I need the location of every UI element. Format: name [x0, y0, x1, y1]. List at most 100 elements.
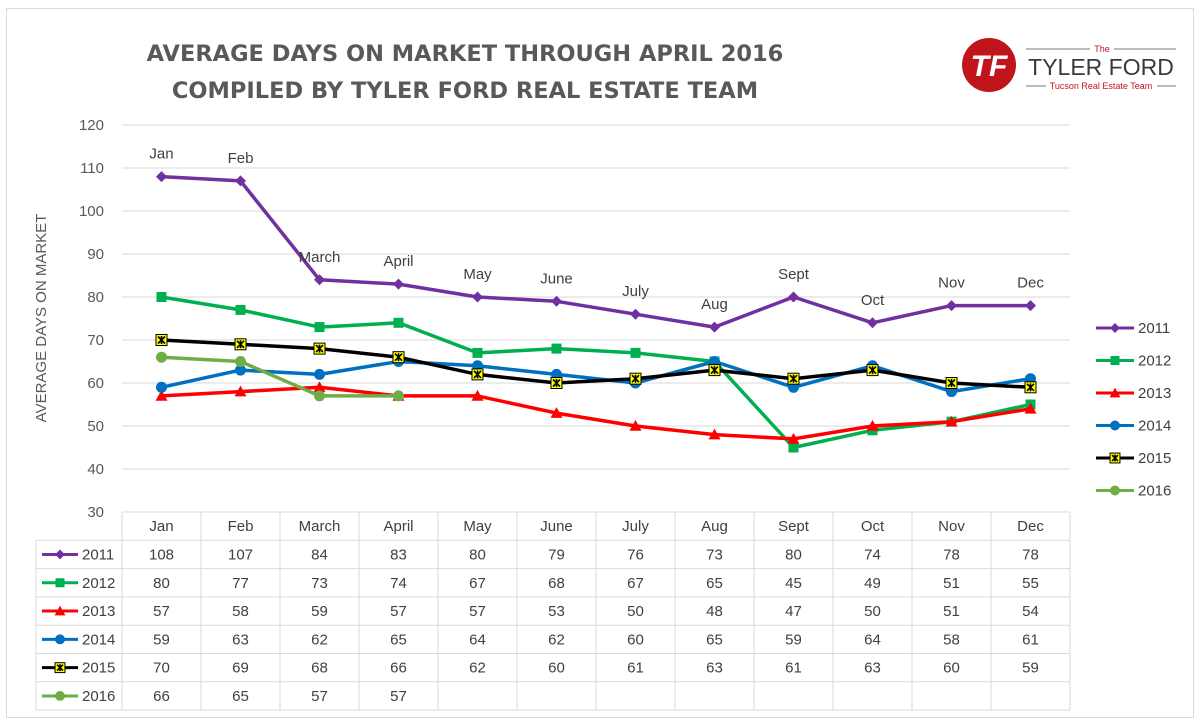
- table-row-label: 2016: [82, 688, 115, 705]
- table-cell: 84: [311, 546, 328, 563]
- table-row-key-marker: [55, 634, 65, 645]
- table-header-11: Dec: [1017, 518, 1044, 535]
- point-2012-May: [472, 347, 483, 358]
- table-cell: 80: [153, 575, 170, 592]
- point-2015-Dec: [1024, 381, 1037, 394]
- table-cell: 74: [390, 575, 407, 592]
- point-2012-June: [551, 343, 562, 354]
- legend-marker: [1109, 452, 1121, 464]
- table-cell: 51: [943, 603, 960, 620]
- table-row-key-marker: [55, 578, 65, 588]
- table-header-6: July: [622, 518, 649, 535]
- point-label-0: Jan: [149, 146, 173, 163]
- series-2015: [155, 334, 1037, 394]
- point-label-5: June: [540, 270, 573, 287]
- point-2011-March: [314, 274, 325, 286]
- point-label-6: July: [622, 283, 649, 300]
- table-row-label: 2012: [82, 575, 115, 592]
- table-cell: 58: [232, 603, 249, 620]
- y-tick-110: 110: [80, 160, 104, 177]
- table-cell: 66: [153, 688, 170, 705]
- series-line-2015: [161, 338, 1031, 390]
- table-cell: 57: [469, 603, 486, 620]
- table-cell: 108: [149, 546, 174, 563]
- table-cell: 57: [311, 688, 328, 705]
- table-cell: 61: [627, 660, 644, 677]
- table-row-label: 2014: [82, 631, 115, 648]
- table-cell: 59: [153, 631, 170, 648]
- table-cell: 69: [232, 660, 249, 677]
- point-labels: Jan Feb March April May June July Aug Sept Oct Nov…: [149, 146, 1044, 314]
- point-label-1: Feb: [228, 150, 254, 167]
- legend-marker: [1109, 387, 1121, 398]
- legend-marker: [1110, 323, 1120, 333]
- table-cell: 70: [153, 660, 170, 677]
- point-2012-March: [314, 322, 325, 333]
- point-2013-May: [471, 389, 484, 401]
- logo-monogram-circle: [962, 38, 1016, 92]
- table-row-2012: 2012 80 77 73 74 67 68 67 65 45 49 51 55: [42, 575, 1039, 592]
- point-2014-March: [314, 368, 325, 380]
- point-2013-March: [313, 381, 326, 393]
- point-label-9: Oct: [861, 292, 885, 309]
- point-label-7: Aug: [701, 296, 728, 313]
- point-2011-May: [472, 291, 483, 303]
- table-cell: 63: [706, 660, 723, 677]
- table-cell: 54: [1022, 603, 1039, 620]
- point-2015-Oct: [866, 364, 879, 377]
- table-cell: 77: [232, 575, 249, 592]
- point-2015-Nov: [945, 377, 958, 389]
- point-2013-July: [629, 420, 642, 431]
- table-row-key-marker: [55, 549, 65, 560]
- point-2011-Nov: [946, 300, 957, 312]
- logo-tagline: Tucson Real Estate Team: [1050, 81, 1153, 91]
- table-cell: 59: [311, 603, 328, 620]
- table-cell: 45: [785, 575, 802, 592]
- table-row-label: 2013: [82, 603, 115, 620]
- chart-title: AVERAGE DAYS ON MARKET THROUGH APRIL 201…: [100, 36, 830, 110]
- point-2012-July: [630, 347, 641, 358]
- point-2015-Feb: [234, 338, 247, 351]
- point-label-8: Sept: [778, 266, 810, 283]
- point-2016-Feb: [235, 356, 246, 367]
- point-2015-April: [392, 351, 405, 364]
- table-cell: 73: [706, 546, 723, 563]
- point-label-3: April: [383, 253, 413, 270]
- legend-label: 2016: [1138, 483, 1171, 500]
- table-row-key-marker: [55, 691, 65, 701]
- table-cell: 66: [390, 660, 407, 677]
- point-label-2: March: [299, 249, 341, 266]
- point-2011-April: [393, 278, 404, 290]
- y-tick-120: 120: [79, 117, 104, 134]
- legend-marker: [1110, 356, 1120, 365]
- point-label-4: May: [463, 266, 492, 283]
- point-2011-June: [551, 295, 562, 307]
- table-row-2011: 2011 108 107 84 83 80 79 76 73 80 74 78 78: [42, 546, 1039, 563]
- table-cell: 65: [232, 688, 249, 705]
- legend-item-2014: 2014: [1096, 418, 1171, 435]
- legend-label: 2015: [1138, 450, 1171, 467]
- table-cell: 80: [469, 546, 486, 563]
- point-2011-Oct: [867, 317, 878, 329]
- point-2011-Feb: [235, 175, 246, 187]
- legend-item-2016: 2016: [1096, 483, 1171, 500]
- point-2016-April: [393, 390, 404, 402]
- point-2014-Jan: [156, 381, 167, 393]
- table-header-4: May: [463, 518, 492, 535]
- table-cell: 65: [706, 575, 723, 592]
- point-2013-Dec: [1024, 402, 1037, 414]
- table-cell: 83: [390, 546, 407, 563]
- point-2015-July: [629, 372, 642, 385]
- data-table: Jan Feb March April May June July Aug Sept Oct Nov…: [35, 511, 1071, 711]
- table-cell: 50: [864, 603, 881, 620]
- legend-item-2011: 2011: [1096, 320, 1170, 337]
- gridlines: [122, 124, 1070, 470]
- table-cell: 59: [1022, 660, 1039, 677]
- series-line-2011: [161, 174, 1031, 329]
- chart-title-line-1: AVERAGE DAYS ON MARKET THROUGH APRIL 201…: [146, 41, 784, 67]
- table-row-2015: 2015 70 69 68 66 62 60 61 63 61 63 60 59: [42, 660, 1039, 677]
- table-header-2: March: [299, 518, 341, 535]
- table-cell: 67: [627, 575, 644, 592]
- tyler-ford-logo: TF The TYLER FORD Tucson Real Estate Tea…: [962, 38, 1176, 92]
- table-cell: 60: [943, 660, 960, 677]
